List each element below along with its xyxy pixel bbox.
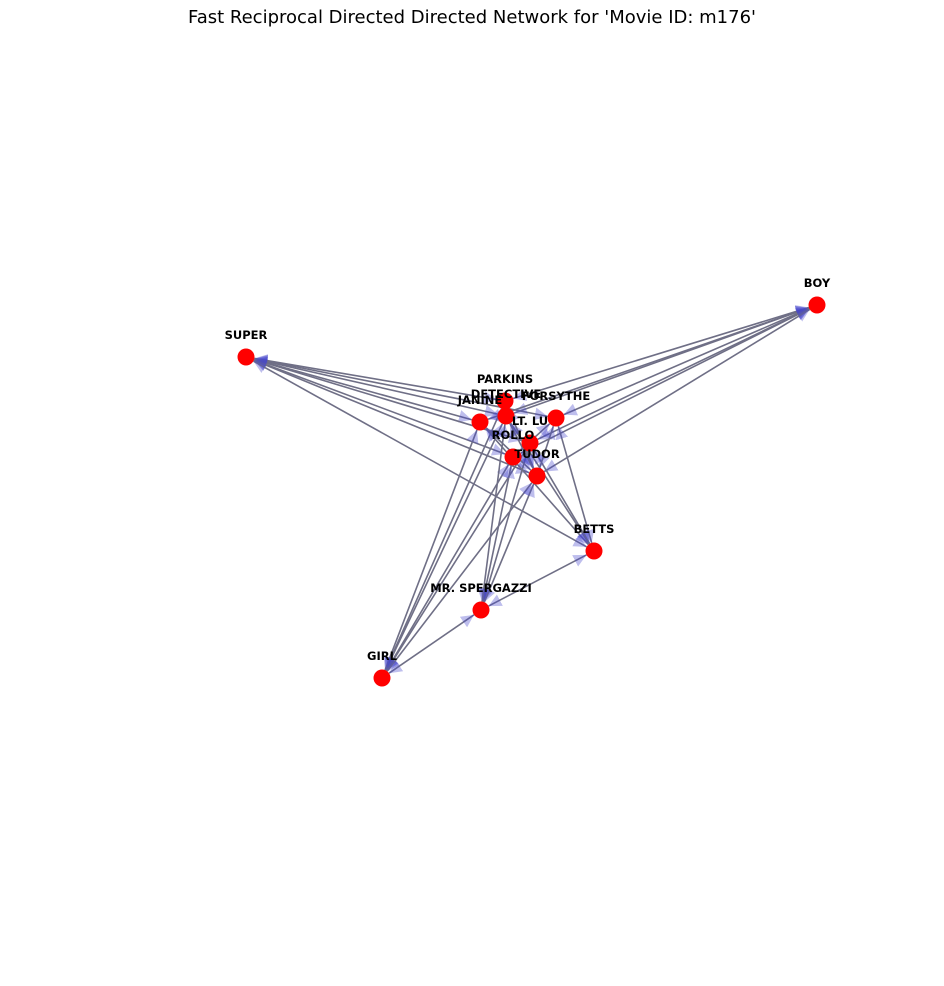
- node-label-boy: BOY: [804, 276, 831, 290]
- node-girl[interactable]: [373, 669, 391, 687]
- node-boy[interactable]: [808, 296, 826, 314]
- edge-forsythe-tudor: [537, 425, 556, 469]
- node-label-parkins: PARKINS: [477, 372, 533, 386]
- node-label-betts: BETTS: [574, 522, 615, 536]
- node-super[interactable]: [237, 348, 255, 366]
- node-tudor[interactable]: [528, 467, 546, 485]
- node-janine[interactable]: [471, 413, 489, 431]
- edge-girl-mr-spergazzi: [388, 614, 475, 674]
- node-label-rollo: ROLLO: [492, 428, 535, 442]
- edge-mr-spergazzi-lt-lu: [480, 450, 531, 603]
- edge-boy-parkins: [512, 305, 810, 401]
- node-rollo[interactable]: [504, 448, 522, 466]
- node-detective[interactable]: [497, 407, 515, 425]
- node-label-detective: DETECTIVE: [471, 387, 542, 401]
- node-label-forsythe: FORSYTHE: [522, 389, 591, 403]
- edge-girl-parkins: [384, 408, 503, 671]
- edge-detective-tudor: [509, 423, 534, 469]
- node-label-super: SUPER: [225, 328, 268, 342]
- node-parkins[interactable]: [496, 392, 514, 410]
- edge-boy-rollo: [520, 308, 810, 454]
- node-forsythe[interactable]: [547, 409, 565, 427]
- edge-boy-forsythe: [563, 307, 810, 416]
- node-label-tudor: TUDOR: [514, 447, 560, 461]
- nodes-layer: [237, 296, 826, 687]
- node-mr-spergazzi[interactable]: [472, 601, 490, 619]
- node-label-mr-spergazzi: MR. SPERGAZZI: [430, 581, 532, 595]
- node-betts[interactable]: [585, 542, 603, 560]
- node-label-lt-lu: LT. LU: [512, 414, 548, 428]
- edge-boy-lt-lu: [537, 307, 810, 441]
- node-label-girl: GIRL: [367, 649, 398, 663]
- node-label-janine: JANINE: [457, 393, 503, 407]
- edge-girl-detective: [384, 423, 504, 671]
- chart-title: Fast Reciprocal Directed Directed Networ…: [188, 7, 756, 28]
- node-lt-lu[interactable]: [521, 434, 539, 452]
- edges-layer: [253, 305, 811, 674]
